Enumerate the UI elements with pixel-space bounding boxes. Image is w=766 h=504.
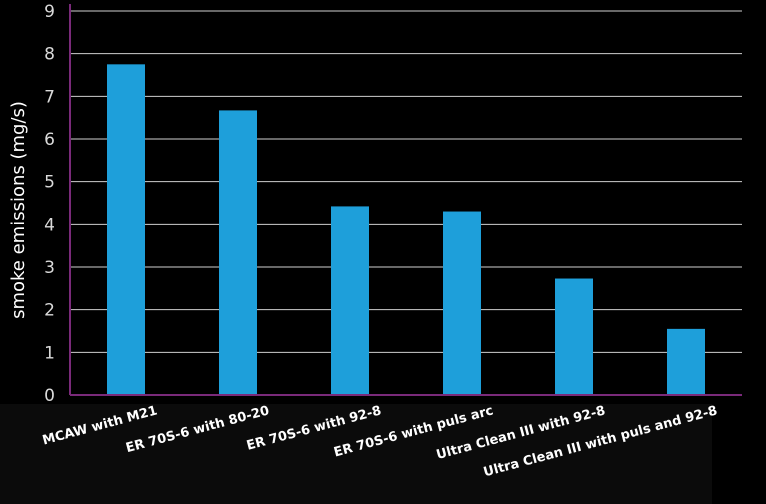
axes	[69, 4, 742, 396]
y-tick-label: 7	[44, 87, 55, 107]
bar	[107, 64, 145, 395]
bar	[555, 278, 593, 395]
y-tick-label: 8	[44, 45, 55, 65]
category-label-panel	[0, 404, 712, 504]
bar	[219, 110, 257, 395]
bar	[667, 328, 705, 395]
y-tick-label: 1	[44, 343, 55, 363]
gridlines	[70, 10, 742, 353]
y-tick-labels: 0 1 2 3 4 5 6 7 8 9	[44, 2, 55, 406]
y-axis-label: smoke emissions (mg/s)	[8, 101, 29, 319]
y-tick-label: 3	[44, 258, 55, 278]
bar	[331, 206, 369, 395]
y-tick-label: 5	[44, 173, 55, 193]
y-tick-label: 9	[44, 2, 55, 22]
y-tick-label: 0	[44, 386, 55, 406]
bar	[443, 211, 481, 395]
y-tick-label: 6	[44, 130, 55, 150]
bars	[107, 64, 705, 395]
y-tick-label: 4	[44, 215, 55, 235]
y-tick-label: 2	[44, 301, 55, 321]
